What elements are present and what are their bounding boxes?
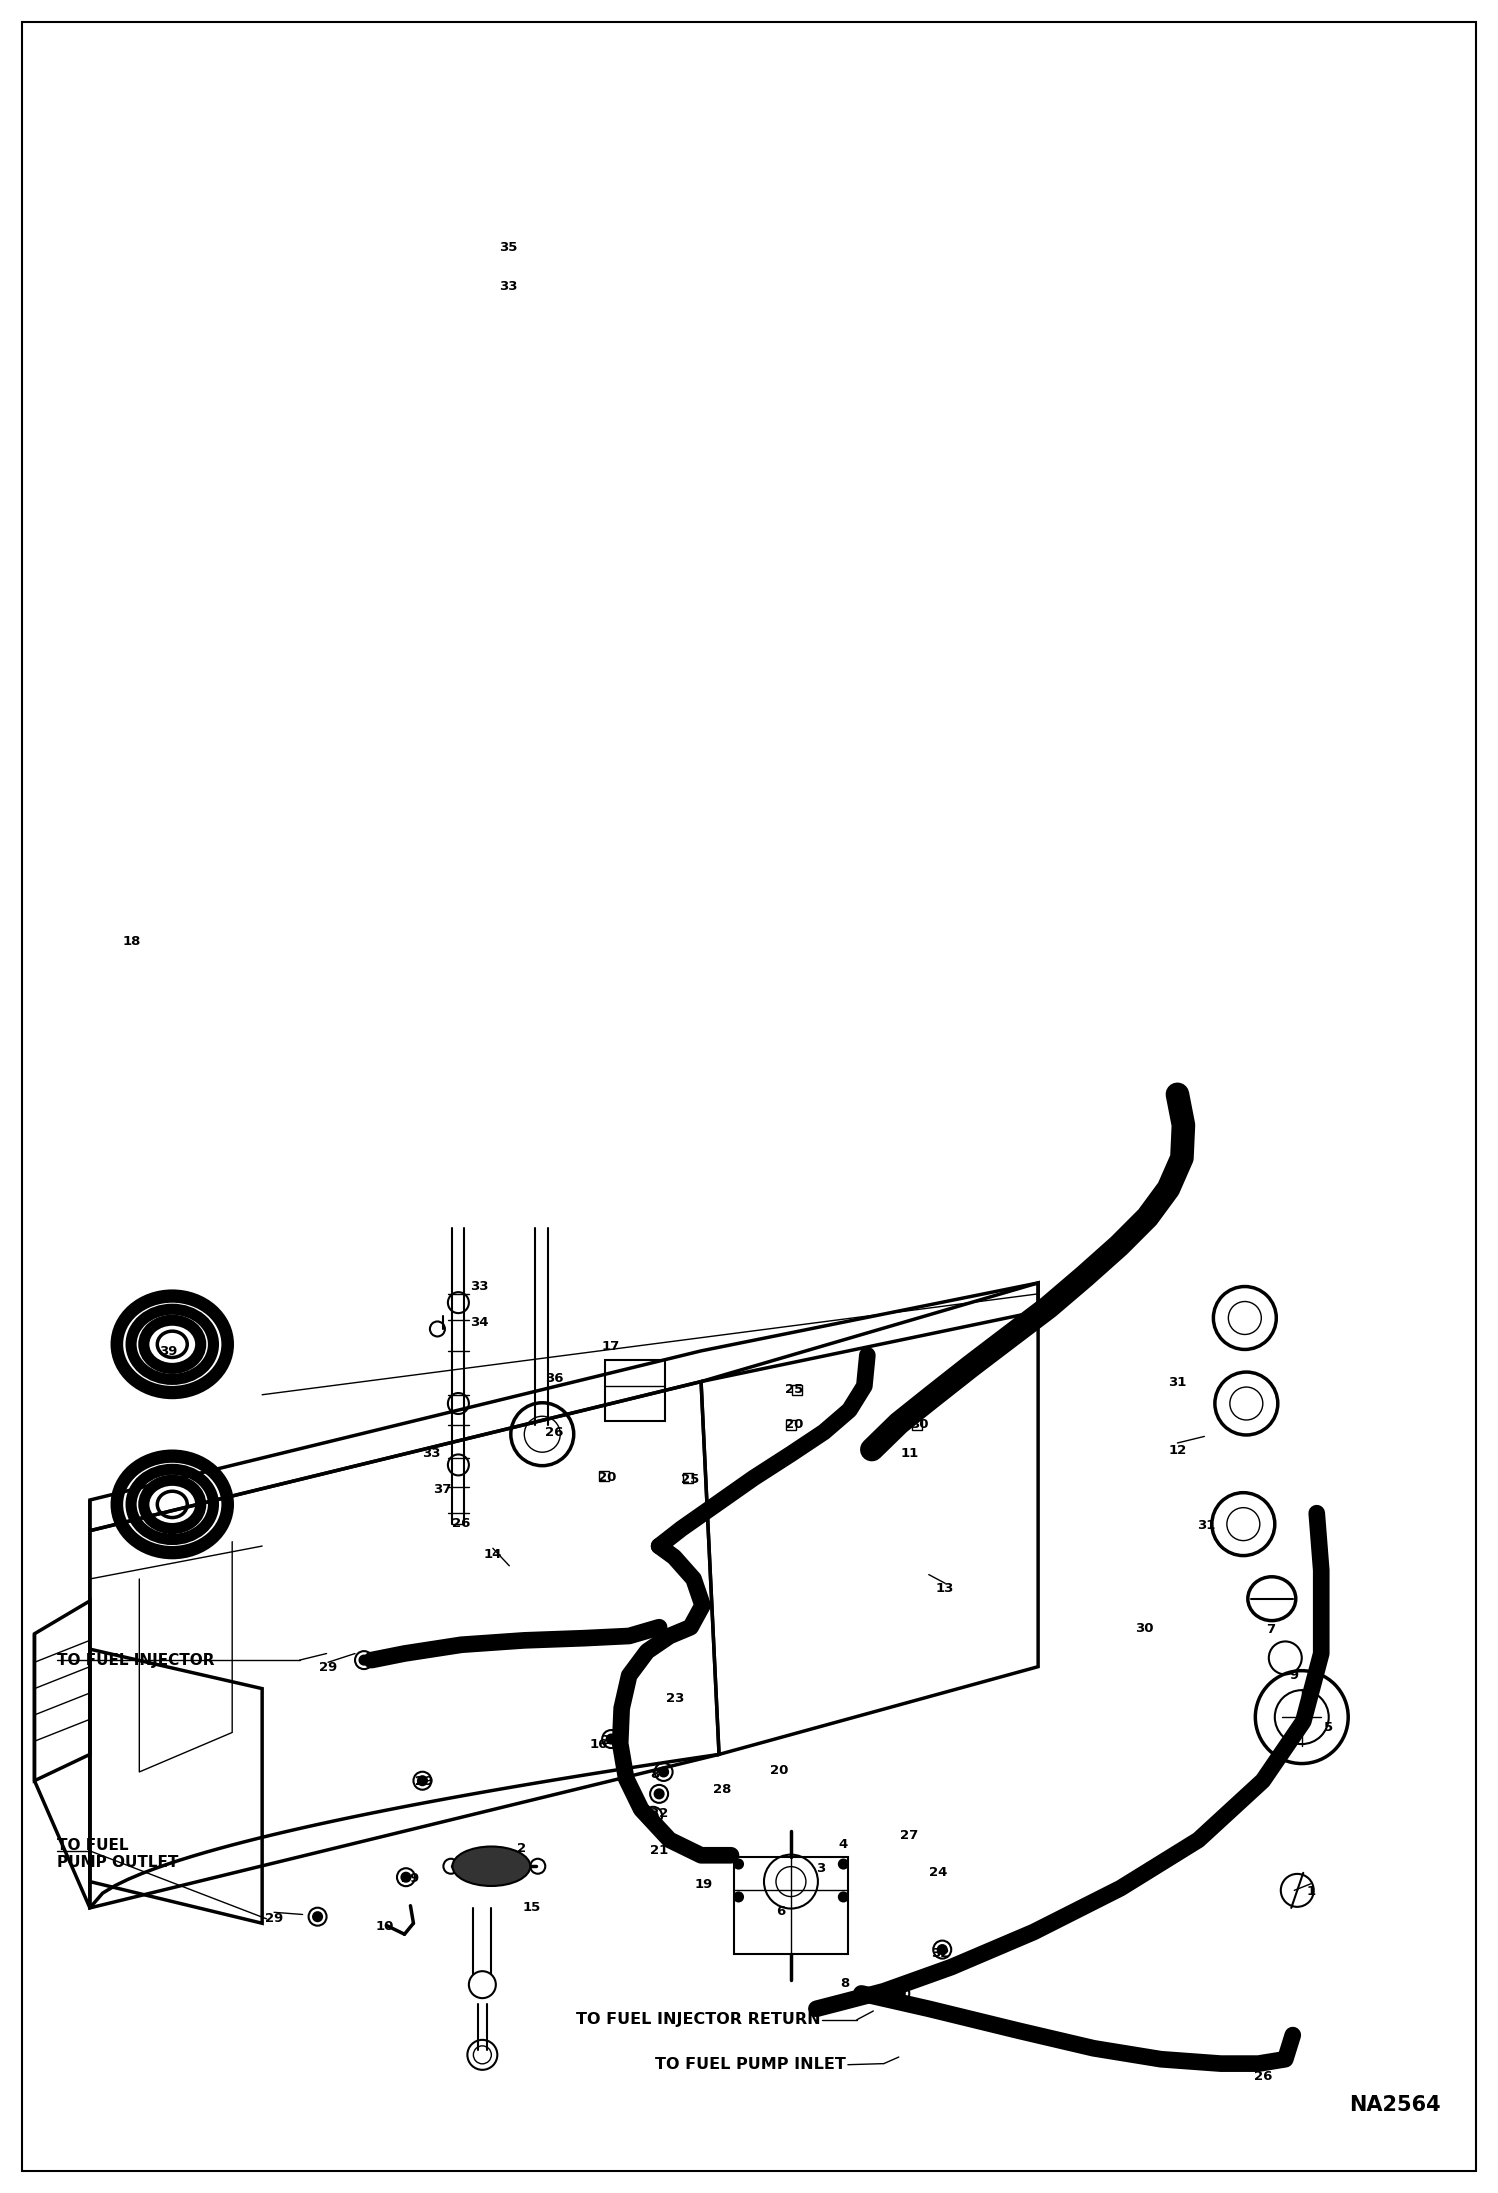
Text: 36: 36 — [545, 1373, 563, 1386]
Circle shape — [896, 1989, 905, 1998]
Text: 2: 2 — [517, 1842, 526, 1855]
Bar — [605, 1360, 665, 1421]
Text: 26: 26 — [1254, 2070, 1272, 2083]
Text: 27: 27 — [900, 1829, 918, 1842]
Text: TO FUEL PUMP INLET: TO FUEL PUMP INLET — [656, 2057, 846, 2072]
Text: 23: 23 — [667, 1691, 685, 1704]
Circle shape — [401, 1873, 410, 1882]
Bar — [786, 1421, 795, 1430]
Bar — [734, 1857, 848, 1954]
Text: 31: 31 — [1197, 1520, 1215, 1533]
Text: 28: 28 — [713, 1783, 731, 1796]
Circle shape — [839, 1893, 848, 1901]
Bar — [792, 1386, 801, 1395]
Circle shape — [734, 1860, 743, 1868]
Text: 19: 19 — [695, 1877, 713, 1890]
Text: 29: 29 — [885, 1996, 903, 2009]
Text: 33: 33 — [422, 1447, 440, 1461]
Text: 7: 7 — [1266, 1623, 1275, 1636]
Text: 10: 10 — [376, 1919, 394, 1932]
Bar — [912, 1421, 921, 1430]
Text: 4: 4 — [839, 1838, 848, 1851]
Text: 9: 9 — [1290, 1669, 1299, 1682]
Circle shape — [649, 1811, 658, 1820]
Text: 8: 8 — [840, 1976, 849, 1989]
Circle shape — [313, 1912, 322, 1921]
Text: 29: 29 — [265, 1912, 283, 1925]
Text: 31: 31 — [1168, 1375, 1186, 1388]
Text: 39: 39 — [159, 1347, 177, 1357]
Text: 16: 16 — [590, 1739, 608, 1752]
Text: 11: 11 — [900, 1447, 918, 1461]
Text: 30: 30 — [1135, 1623, 1153, 1636]
Circle shape — [734, 1893, 743, 1901]
Text: 8: 8 — [650, 1768, 659, 1781]
Text: 30: 30 — [911, 1417, 929, 1430]
Bar — [683, 1474, 692, 1482]
Text: 25: 25 — [682, 1474, 700, 1487]
Circle shape — [360, 1656, 369, 1664]
Circle shape — [659, 1768, 668, 1776]
Text: TO FUEL INJECTOR RETURN: TO FUEL INJECTOR RETURN — [577, 2013, 821, 2026]
Text: 38: 38 — [159, 1524, 177, 1537]
Text: 35: 35 — [499, 241, 517, 254]
Ellipse shape — [452, 1847, 530, 1886]
Circle shape — [938, 1945, 947, 1954]
Text: 33: 33 — [499, 281, 517, 294]
Text: 33: 33 — [470, 1281, 488, 1294]
Text: 34: 34 — [470, 1316, 488, 1329]
Text: 3: 3 — [816, 1862, 825, 1875]
Circle shape — [607, 1735, 616, 1743]
Text: 37: 37 — [433, 1482, 451, 1496]
Text: 22: 22 — [650, 1807, 668, 1820]
Text: NA2564: NA2564 — [1348, 2094, 1441, 2116]
Text: 5: 5 — [1324, 1722, 1333, 1735]
Circle shape — [655, 1789, 664, 1798]
Text: 24: 24 — [929, 1866, 947, 1879]
Ellipse shape — [117, 1294, 228, 1395]
Text: 1: 1 — [1306, 1884, 1315, 1897]
Text: 20: 20 — [785, 1417, 803, 1430]
Text: 29: 29 — [401, 1873, 419, 1886]
Text: 25: 25 — [785, 1384, 803, 1397]
Text: 26: 26 — [545, 1425, 563, 1439]
Text: 26: 26 — [452, 1518, 470, 1529]
Text: 12: 12 — [1168, 1445, 1186, 1458]
Text: 29: 29 — [601, 1735, 619, 1748]
Text: 29: 29 — [415, 1774, 433, 1787]
Circle shape — [839, 1860, 848, 1868]
Text: 14: 14 — [484, 1548, 502, 1561]
Text: 13: 13 — [936, 1581, 954, 1594]
Text: 15: 15 — [523, 1901, 541, 1914]
Text: 6: 6 — [776, 1906, 785, 1919]
Text: TO FUEL INJECTOR: TO FUEL INJECTOR — [57, 1654, 214, 1667]
Text: TO FUEL
PUMP OUTLET: TO FUEL PUMP OUTLET — [57, 1838, 178, 1871]
Text: 17: 17 — [602, 1340, 620, 1353]
Text: 32: 32 — [932, 1947, 950, 1961]
Text: 20: 20 — [598, 1472, 616, 1485]
Bar — [599, 1472, 608, 1480]
Circle shape — [418, 1776, 427, 1785]
Text: 21: 21 — [650, 1844, 668, 1857]
Text: 29: 29 — [319, 1660, 337, 1673]
Text: 18: 18 — [123, 936, 141, 947]
Text: 20: 20 — [770, 1763, 788, 1776]
Ellipse shape — [117, 1456, 228, 1555]
